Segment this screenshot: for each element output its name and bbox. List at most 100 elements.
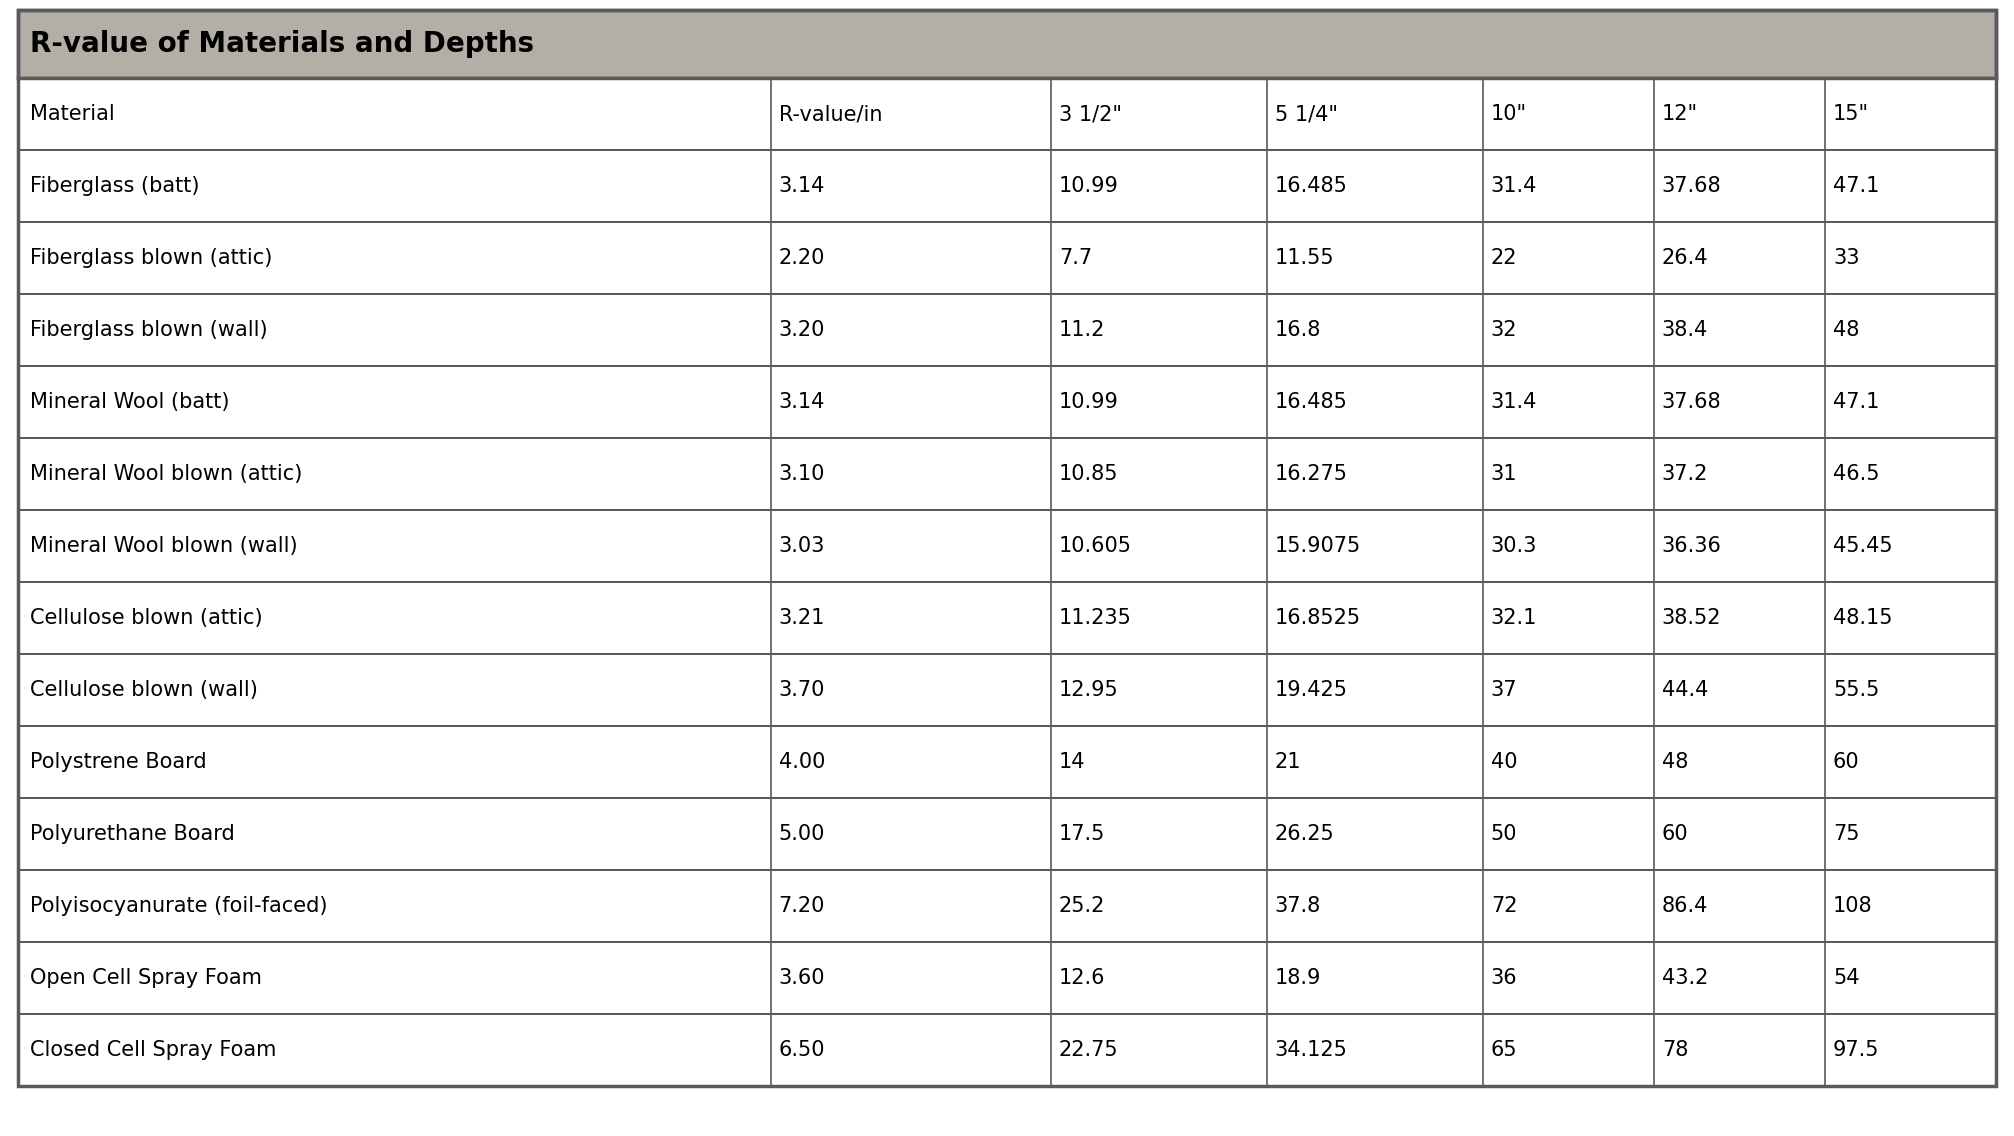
Text: 16.275: 16.275 <box>1275 463 1347 484</box>
Text: 108: 108 <box>1833 896 1873 916</box>
Text: 97.5: 97.5 <box>1833 1039 1879 1060</box>
Text: 48: 48 <box>1662 752 1688 772</box>
Bar <box>18 222 1996 294</box>
Text: R-value of Materials and Depths: R-value of Materials and Depths <box>30 30 534 58</box>
Text: 34.125: 34.125 <box>1275 1039 1347 1060</box>
Bar <box>18 438 1996 510</box>
Text: 37: 37 <box>1490 680 1517 700</box>
Text: 3.60: 3.60 <box>779 968 826 988</box>
Text: 10": 10" <box>1490 105 1527 124</box>
Text: 3.03: 3.03 <box>779 536 826 556</box>
Text: 11.235: 11.235 <box>1059 608 1132 628</box>
Bar <box>18 870 1996 942</box>
Bar <box>18 10 1996 78</box>
Text: Cellulose blown (wall): Cellulose blown (wall) <box>30 680 258 700</box>
Text: Polyisocyanurate (foil-faced): Polyisocyanurate (foil-faced) <box>30 896 328 916</box>
Text: 72: 72 <box>1490 896 1517 916</box>
Text: 16.485: 16.485 <box>1275 392 1347 412</box>
Text: 31.4: 31.4 <box>1490 392 1537 412</box>
Text: Closed Cell Spray Foam: Closed Cell Spray Foam <box>30 1039 276 1060</box>
Text: 12.6: 12.6 <box>1059 968 1106 988</box>
Text: 6.50: 6.50 <box>779 1039 826 1060</box>
Text: 37.8: 37.8 <box>1275 896 1321 916</box>
Text: 5.00: 5.00 <box>779 824 826 844</box>
Text: Fiberglass blown (wall): Fiberglass blown (wall) <box>30 320 268 340</box>
Text: 18.9: 18.9 <box>1275 968 1321 988</box>
Text: 65: 65 <box>1490 1039 1517 1060</box>
Text: R-value/in: R-value/in <box>779 105 882 124</box>
Text: 60: 60 <box>1662 824 1688 844</box>
Bar <box>18 726 1996 797</box>
Text: 36.36: 36.36 <box>1662 536 1722 556</box>
Text: 22.75: 22.75 <box>1059 1039 1118 1060</box>
Text: 16.8525: 16.8525 <box>1275 608 1361 628</box>
Text: 12.95: 12.95 <box>1059 680 1118 700</box>
Text: 15.9075: 15.9075 <box>1275 536 1361 556</box>
Text: Open Cell Spray Foam: Open Cell Spray Foam <box>30 968 262 988</box>
Text: 33: 33 <box>1833 248 1859 268</box>
Text: 47.1: 47.1 <box>1833 392 1879 412</box>
Text: Material: Material <box>30 105 115 124</box>
Text: 38.4: 38.4 <box>1662 320 1708 340</box>
Text: 3.14: 3.14 <box>779 176 826 197</box>
Text: 31.4: 31.4 <box>1490 176 1537 197</box>
Text: 48.15: 48.15 <box>1833 608 1893 628</box>
Text: 11.55: 11.55 <box>1275 248 1335 268</box>
Bar <box>18 366 1996 438</box>
Text: 36: 36 <box>1490 968 1517 988</box>
Bar <box>18 510 1996 582</box>
Text: 10.99: 10.99 <box>1059 392 1118 412</box>
Bar <box>18 797 1996 870</box>
Text: 4.00: 4.00 <box>779 752 826 772</box>
Text: Polystrene Board: Polystrene Board <box>30 752 207 772</box>
Bar <box>18 294 1996 366</box>
Text: 3.14: 3.14 <box>779 392 826 412</box>
Text: 60: 60 <box>1833 752 1859 772</box>
Text: 26.4: 26.4 <box>1662 248 1708 268</box>
Text: 55.5: 55.5 <box>1833 680 1879 700</box>
Text: 46.5: 46.5 <box>1833 463 1879 484</box>
Text: 48: 48 <box>1833 320 1859 340</box>
Bar <box>18 78 1996 150</box>
Text: 16.8: 16.8 <box>1275 320 1321 340</box>
Text: 16.485: 16.485 <box>1275 176 1347 197</box>
Bar <box>18 150 1996 222</box>
Text: 43.2: 43.2 <box>1662 968 1708 988</box>
Text: 54: 54 <box>1833 968 1859 988</box>
Bar <box>18 654 1996 726</box>
Text: 15": 15" <box>1833 105 1869 124</box>
Text: Mineral Wool (batt): Mineral Wool (batt) <box>30 392 230 412</box>
Text: 17.5: 17.5 <box>1059 824 1106 844</box>
Text: Fiberglass (batt): Fiberglass (batt) <box>30 176 199 197</box>
Text: 86.4: 86.4 <box>1662 896 1708 916</box>
Text: 21: 21 <box>1275 752 1301 772</box>
Text: 3.20: 3.20 <box>779 320 826 340</box>
Text: 12": 12" <box>1662 105 1698 124</box>
Text: 3.21: 3.21 <box>779 608 826 628</box>
Text: 19.425: 19.425 <box>1275 680 1347 700</box>
Text: 5 1/4": 5 1/4" <box>1275 105 1337 124</box>
Text: 11.2: 11.2 <box>1059 320 1106 340</box>
Text: 38.52: 38.52 <box>1662 608 1722 628</box>
Bar <box>18 582 1996 654</box>
Text: 7.20: 7.20 <box>779 896 826 916</box>
Text: 22: 22 <box>1490 248 1517 268</box>
Text: 40: 40 <box>1490 752 1517 772</box>
Text: 10.605: 10.605 <box>1059 536 1132 556</box>
Text: 10.85: 10.85 <box>1059 463 1118 484</box>
Text: Mineral Wool blown (attic): Mineral Wool blown (attic) <box>30 463 302 484</box>
Text: 3.10: 3.10 <box>779 463 826 484</box>
Bar <box>18 942 1996 1014</box>
Text: 32.1: 32.1 <box>1490 608 1537 628</box>
Text: Mineral Wool blown (wall): Mineral Wool blown (wall) <box>30 536 298 556</box>
Text: 7.7: 7.7 <box>1059 248 1092 268</box>
Text: 37.68: 37.68 <box>1662 392 1722 412</box>
Text: 45.45: 45.45 <box>1833 536 1893 556</box>
Text: 31: 31 <box>1490 463 1517 484</box>
Text: 47.1: 47.1 <box>1833 176 1879 197</box>
Text: 75: 75 <box>1833 824 1859 844</box>
Text: 3.70: 3.70 <box>779 680 826 700</box>
Text: 37.68: 37.68 <box>1662 176 1722 197</box>
Text: Polyurethane Board: Polyurethane Board <box>30 824 236 844</box>
Text: Fiberglass blown (attic): Fiberglass blown (attic) <box>30 248 272 268</box>
